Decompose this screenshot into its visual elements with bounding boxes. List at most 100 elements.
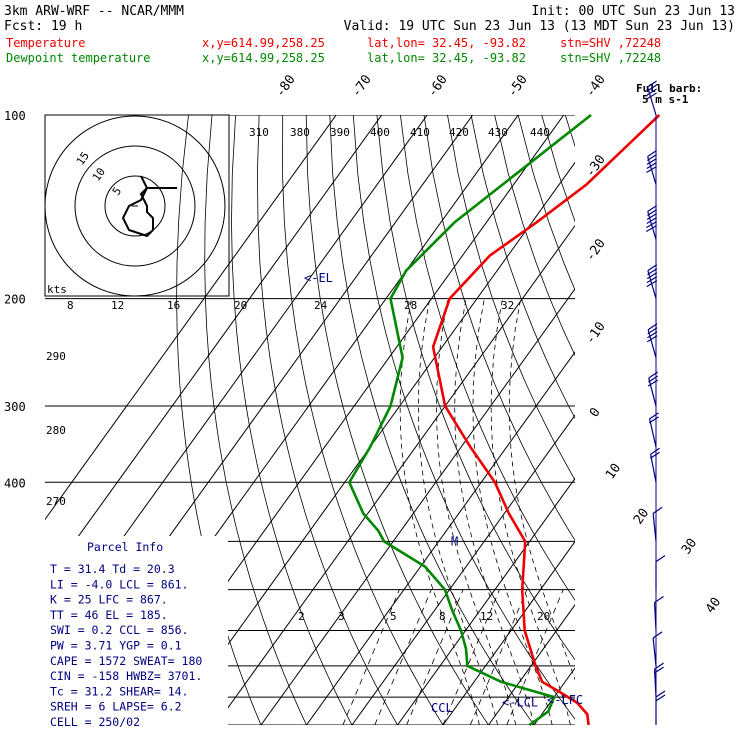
wind-barb-flag [646,220,658,229]
wind-barb-flag [646,165,657,174]
isotherm-label: -70 [349,72,375,100]
mixing-ratio-label: 5 [390,610,397,623]
wind-barb-flag [649,412,659,420]
hodograph-ring [104,175,166,237]
moist-adiabat-label: 24 [314,299,328,312]
dry-adiabat [231,115,353,725]
pressure-tick-label: 400 [4,476,26,490]
wind-barb-flag [647,205,658,213]
mixing-ratio-line [506,589,564,725]
theta-left-label: 280 [46,424,66,437]
moist-adiabat-label: 20 [234,299,247,312]
isotherm-label: -30 [583,152,609,180]
wind-barb-flag [646,88,657,96]
hodograph-ring-15-label: 15 [74,149,92,167]
moist-adiabat [472,298,553,725]
wind-barb-flag [647,379,659,387]
dry-adiabat [470,115,575,420]
wind-barb-flag [646,161,657,170]
wind-barb-flag [655,694,666,702]
wind-barb-flag [646,217,658,225]
isotherm-label: 40 [703,595,724,616]
pressure-tick-label: 200 [4,293,26,307]
isotherm-label: -10 [583,319,609,347]
hodograph-trace [121,175,177,238]
temperature-profile [431,114,661,726]
dry-adiabat [256,115,398,725]
dry-adiabat [730,115,740,725]
isotherm [215,224,575,725]
parcel-row: SWI = 0.2 CCL = 856. [50,623,188,637]
mixing-ratio-line [442,589,500,725]
isotherm-label: -20 [583,236,609,264]
mixing-ratio-line [469,589,528,725]
parcel-row: CAPE = 1572 SWEAT= 180 [50,654,202,668]
wind-barb-flag [647,150,657,158]
parcel-row: Tc = 31.2 SHEAR= 14. [50,684,188,698]
dry-adiabat [636,115,740,725]
moist-adiabat-label: 16 [167,299,180,312]
isotherm-label: -60 [425,72,451,100]
wind-barb-staff [647,211,657,240]
parcel-row: SREH = 6 LAPSE= 6.2 [50,700,182,714]
moist-adiabat [508,298,575,681]
wind-barb-staff [647,329,657,358]
wind-barb-flag [648,371,659,379]
m-marker: M [451,534,458,548]
wind-barb-flag [655,690,666,698]
wind-barb-flag [652,506,663,514]
moist-adiabat-label: 28 [404,299,417,312]
wind-barb-staff [647,270,657,299]
mixing-ratio-label: 2 [298,610,305,623]
temperature-label: Temperature [6,36,85,50]
theta-label: 400 [370,126,390,139]
moist-adiabat-label: 32 [501,299,514,312]
moist-adiabat [399,298,480,725]
wind-barb-flag [645,224,658,233]
dry-adiabat [612,115,740,725]
mixing-ratio-line [342,589,400,725]
wind-barb-staff [650,454,657,483]
wind-barb-flag [646,84,657,92]
theta-label: 390 [330,126,350,139]
mixing-ratio-line [374,589,432,725]
lcl-marker: <-LCL [502,695,538,709]
wind-barb-flag [646,276,658,284]
isotherm [397,477,575,725]
isotherm-label: 0 [587,405,604,420]
wind-barb-flag [648,375,659,383]
dry-adiabat [494,115,575,357]
dewpoint-label: Dewpoint temperature [6,51,151,65]
parcel-info-panel: Parcel Info T = 31.4 Td = 20.3LI = -4.0 … [0,536,228,740]
dry-adiabat [423,115,575,542]
profile-layer [347,113,661,727]
isotherm [671,115,740,725]
isotherm-label: 30 [679,536,700,557]
theta-left-label: 270 [46,495,66,508]
parcel-row: PW = 3.71 YGP = 0.1 [50,639,182,653]
mixing-ratio-label: 3 [338,610,345,623]
wind-barb-flag [646,157,657,166]
moist-adiabat [490,298,571,725]
parcel-row: TT = 46 EL = 185. [50,608,168,622]
isotherm [169,161,575,725]
wind-barb-flag [647,331,658,339]
wind-barb-staff [648,418,657,448]
temperature-stn: stn=SHV ,72248 [560,36,661,50]
dewpoint-profile [347,113,592,727]
hodograph-ring [44,115,226,297]
dry-adiabat [376,115,575,661]
dry-adiabat [400,115,575,601]
dewpoint-stn: stn=SHV ,72248 [560,51,661,65]
moist-adiabat [417,298,498,725]
moist-adiabat-label: 12 [111,299,124,312]
temperature-xy: x,y=614.99,258.25 [202,36,325,50]
dewpoint-xy: x,y=614.99,258.25 [202,51,325,65]
wind-barb-flag [646,213,658,221]
isotherm [45,115,337,521]
wind-barb-staff [653,669,657,698]
parcel-row: LI = -4.0 LCL = 861. [50,577,188,591]
pressure-tick-label: 100 [4,109,26,123]
parcel-row: T = 31.4 Td = 20.3 [50,562,175,576]
pressure-tick-label: 300 [4,400,26,414]
